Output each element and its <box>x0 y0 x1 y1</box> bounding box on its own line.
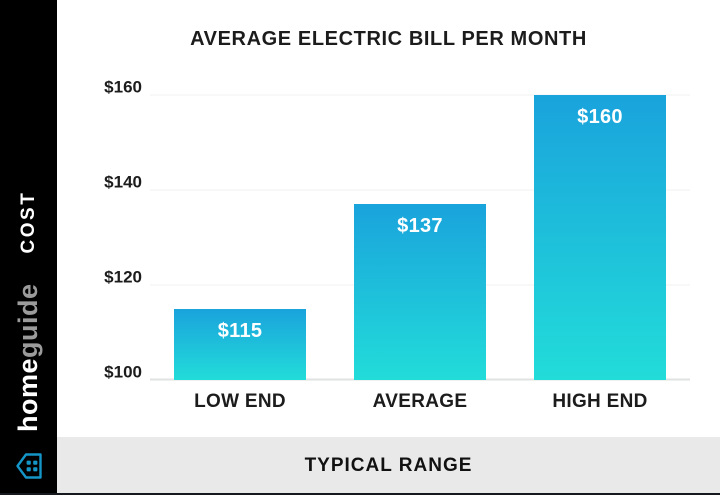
chart-title: AVERAGE ELECTRIC BILL PER MONTH <box>190 28 587 50</box>
bar: $160 <box>534 95 666 380</box>
category-label: LOW END <box>194 391 286 412</box>
category-label: HIGH END <box>552 391 648 412</box>
bar-value-label: $160 <box>577 106 623 128</box>
plot-area: $115 LOW END $137 AVERAGE $160 HIGH END $100 $… <box>104 78 690 411</box>
gridline <box>150 189 690 191</box>
homeguide-house-icon <box>15 453 42 479</box>
brand-wordmark-home: home <box>13 357 43 432</box>
footer-band: TYPICAL RANGE <box>57 437 720 493</box>
bar: $137 <box>354 204 486 380</box>
y-axis-title: COST <box>18 190 39 254</box>
bar-slots: $115 LOW END $137 AVERAGE $160 HIGH END <box>150 95 690 411</box>
bar-group-low-end: $115 LOW END <box>150 95 330 411</box>
bar-value-label: $115 <box>217 319 263 342</box>
y-tick-label: $140 <box>104 172 142 192</box>
brand-wordmark-guide: guide <box>13 283 43 358</box>
brand-wordmark: homeguide <box>13 283 43 432</box>
bar-group-high-end: $160 HIGH END <box>510 95 690 411</box>
brand-sidebar: homeguide COST <box>0 0 57 493</box>
bar: $115 <box>174 308 306 380</box>
sidebar-rotated-content: homeguide COST <box>0 0 57 493</box>
bar-group-average: $137 AVERAGE <box>330 95 510 411</box>
gridline <box>150 94 690 96</box>
category-label: AVERAGE <box>372 391 468 412</box>
x-axis-title: TYPICAL RANGE <box>304 454 473 476</box>
y-tick-label: $100 <box>104 362 142 381</box>
y-tick-label: $120 <box>104 267 142 287</box>
bar-value-label: $137 <box>397 215 443 238</box>
y-tick-label: $160 <box>104 77 142 96</box>
